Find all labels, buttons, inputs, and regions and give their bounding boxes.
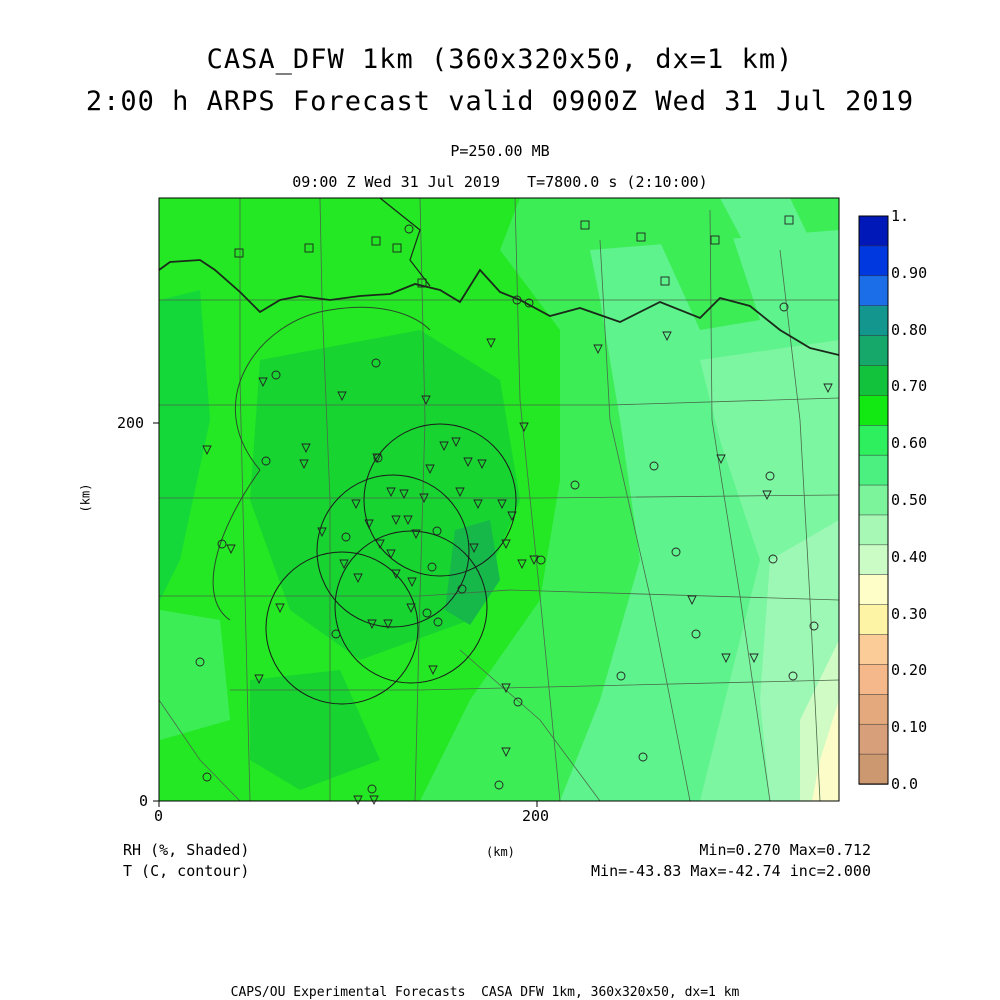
colorbar-label: 1. (891, 207, 910, 225)
radar-ring (316, 474, 470, 628)
colorbar-swatch (858, 275, 889, 307)
rh-field-label: RH (%, Shaded) (123, 841, 250, 859)
title-line-1: CASA_DFW 1km (360x320x50, dx=1 km) (206, 44, 794, 75)
y-axis-unit: (km) (78, 483, 93, 513)
colorbar-label: 0.10 (891, 718, 928, 737)
station-circles (195, 224, 819, 794)
colorbar-label: 0.20 (891, 661, 928, 680)
colorbar-swatch (858, 694, 889, 725)
colorbar-swatch (858, 574, 889, 606)
t-stats: Min=-43.83 Max=-42.74 inc=2.000 (591, 862, 871, 880)
footer-credit: CAPS/OU Experimental Forecasts CASA DFW … (230, 985, 740, 1000)
pressure-level: P=250.00 MB (450, 142, 550, 160)
colorbar-label: 0.30 (891, 604, 928, 623)
colorbar-label: 0.40 (891, 547, 928, 566)
colorbar-swatch (858, 305, 889, 337)
radar-ring (363, 423, 517, 577)
y-tick-0: 0 (139, 792, 149, 810)
rh-stats: Min=0.270 Max=0.712 (699, 841, 871, 859)
colorbar-swatch (858, 484, 889, 516)
plot-frame (158, 197, 840, 802)
station-triangles (202, 331, 833, 806)
colorbar-swatch (858, 514, 889, 546)
x-tick-0: 0 (154, 807, 164, 825)
river-line (379, 198, 431, 287)
radar-ring (334, 530, 488, 684)
x-tick-200: 200 (522, 807, 550, 825)
axis-ticks (153, 422, 538, 807)
colorbar-label: 0.0 (891, 775, 919, 793)
colorbar-swatch (858, 335, 889, 367)
radar-ring (265, 551, 419, 705)
title-line-2: 2:00 h ARPS Forecast valid 0900Z Wed 31 … (85, 86, 915, 117)
colorbar-frame (858, 215, 889, 785)
colorbar-swatch (858, 425, 889, 456)
colorbar-label: 0.90 (891, 263, 928, 282)
x-axis-unit: (km) (486, 845, 515, 859)
colorbar-swatch (858, 634, 889, 666)
valid-time: 09:00 Z Wed 31 Jul 2019 T=7800.0 s (2:10… (292, 173, 708, 191)
state-border (159, 259, 839, 356)
temperature-contour (212, 306, 431, 621)
radar-range-rings (265, 423, 517, 705)
colorbar-swatch (858, 604, 889, 636)
t-field-label: T (C, contour) (123, 862, 250, 880)
colorbar-label: 0.80 (891, 320, 928, 339)
colorbar-swatch (858, 365, 889, 397)
station-squares (234, 215, 794, 288)
colorbar-label: 0.60 (891, 434, 928, 453)
colorbar-swatch (858, 723, 889, 755)
colorbar-swatch (858, 395, 889, 427)
colorbar-swatch (858, 664, 889, 696)
colorbar-swatch (858, 454, 889, 486)
colorbar-swatch (858, 215, 889, 247)
y-tick-200: 200 (117, 414, 145, 432)
colorbar-swatch (858, 753, 889, 785)
rh-colorbar (858, 215, 889, 785)
colorbar-swatch (858, 245, 889, 277)
colorbar-label: 0.70 (891, 377, 928, 396)
colorbar-swatch (858, 544, 889, 576)
colorbar-label: 0.50 (891, 491, 928, 509)
rh-shaded-field (159, 198, 839, 801)
